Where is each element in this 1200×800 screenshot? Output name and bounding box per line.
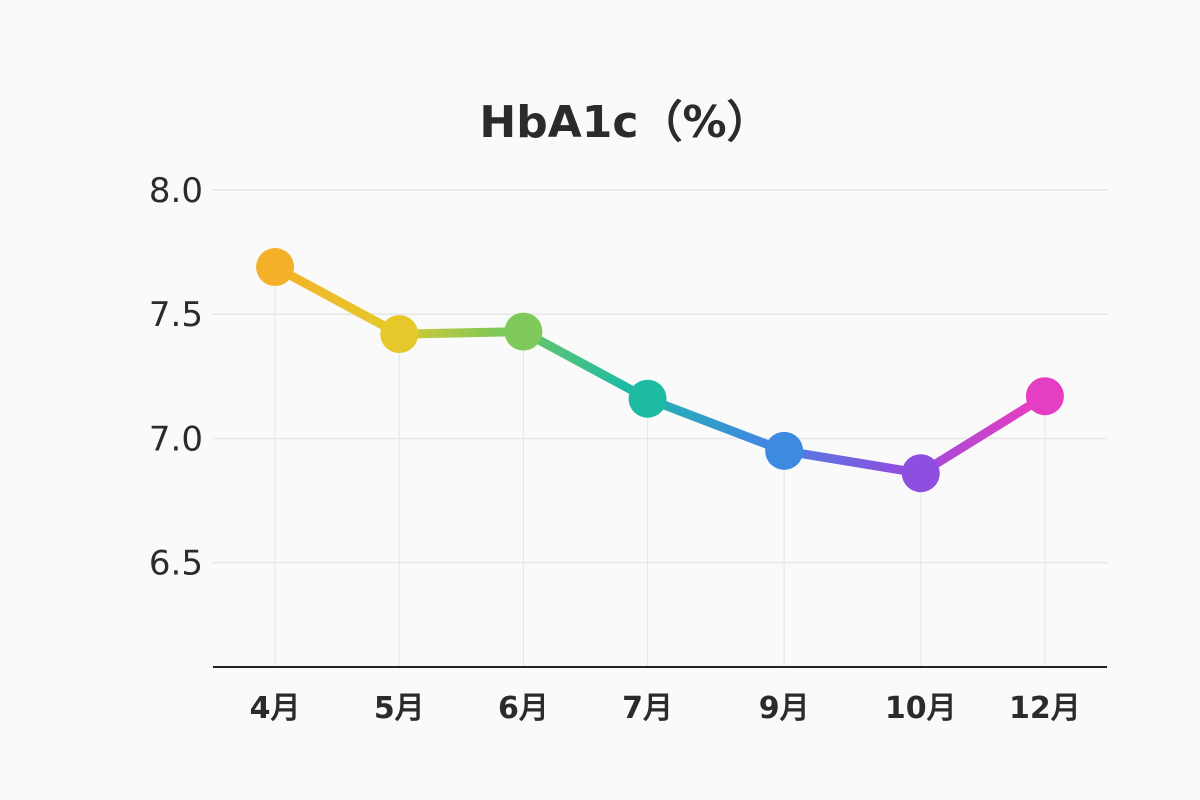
chart-title: HbA1c（%）: [479, 97, 770, 148]
x-tick-label: 10月: [885, 691, 957, 726]
x-tick-label: 12月: [1009, 691, 1081, 726]
data-point: [256, 248, 295, 287]
data-point: [901, 454, 940, 493]
y-tick-label: 7.5: [149, 295, 203, 335]
data-point: [765, 431, 804, 470]
y-tick-label: 8.0: [149, 171, 203, 211]
x-tick-label: 6月: [498, 691, 549, 726]
data-point: [380, 315, 419, 354]
data-point: [1025, 377, 1064, 416]
series-line: [270, 262, 1050, 478]
data-point: [504, 312, 543, 351]
x-tick-label: 4月: [250, 691, 301, 726]
data-point: [628, 379, 667, 418]
y-tick-label: 6.5: [149, 544, 203, 584]
y-tick-label: 7.0: [149, 419, 203, 459]
x-tick-label: 9月: [759, 691, 810, 726]
x-tick-label: 7月: [622, 691, 673, 726]
x-tick-label: 5月: [374, 691, 425, 726]
